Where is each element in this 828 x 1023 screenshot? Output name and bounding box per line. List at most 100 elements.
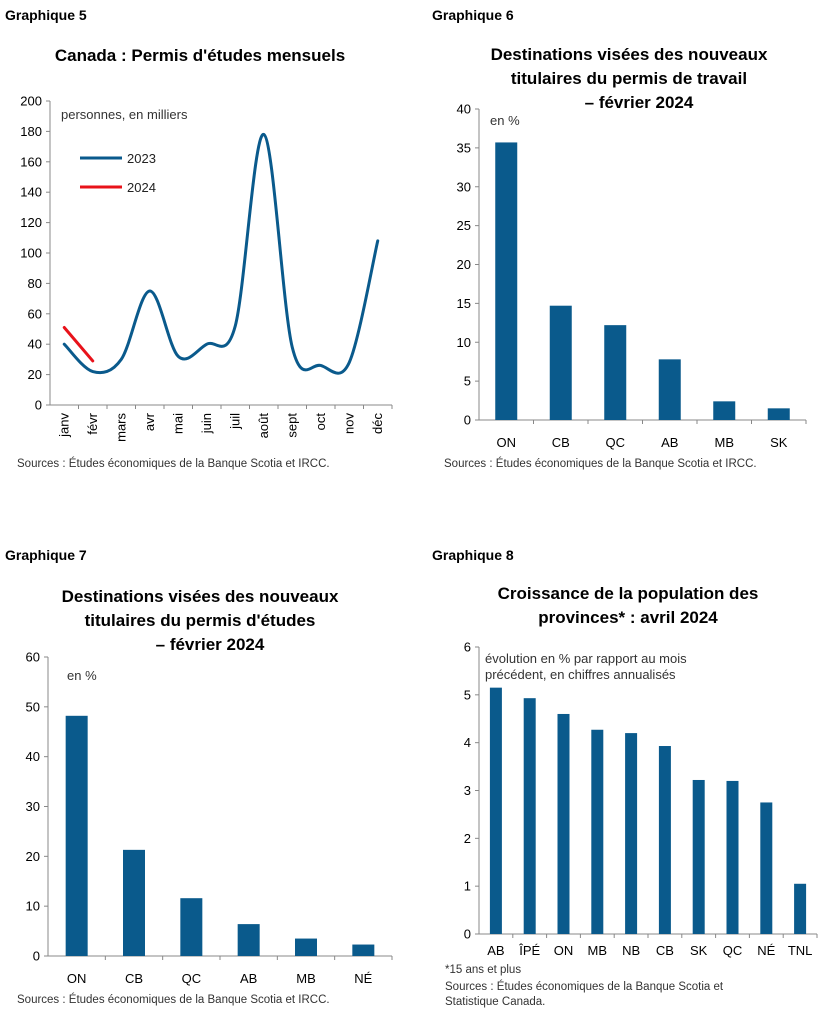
x-tick-label: janv xyxy=(56,413,71,438)
y-tick-label: 0 xyxy=(464,413,471,428)
legend-label: 2024 xyxy=(127,180,156,195)
x-tick-label: MB xyxy=(715,435,735,450)
x-tick-label: ON xyxy=(554,943,574,958)
bar xyxy=(760,802,773,934)
chart-title: Croissance de la population des province… xyxy=(414,582,828,630)
chart-title-line: Destinations visées des nouveaux xyxy=(490,45,768,64)
y-tick-label: 35 xyxy=(457,140,471,155)
x-tick-label: NÉ xyxy=(354,971,372,986)
unit-label: évolution en % par rapport au mois précé… xyxy=(485,651,687,683)
chart-panel-g5: Graphique 5 Canada : Permis d'études men… xyxy=(0,0,414,500)
unit-label-line: précédent, en chiffres annualisés xyxy=(485,667,676,682)
source-note-line: Statistique Canada. xyxy=(445,996,546,1008)
bar-chart: 0 5 10 15 20 25 30 35 40 ON CB QC AB MB SK xyxy=(457,102,807,450)
y-tick-label: 3 xyxy=(464,783,471,798)
series-line-2024 xyxy=(62,325,95,363)
bar xyxy=(658,359,681,420)
chart-title-line: provinces* : avril 2024 xyxy=(538,608,718,627)
chart-panel-g8: Graphique 8 Croissance de la population … xyxy=(414,540,828,1023)
chart-number: Graphique 7 xyxy=(5,547,87,563)
y-tick-label: 50 xyxy=(26,699,40,714)
chart-title-line: – février 2024 xyxy=(155,635,265,654)
series-line-2023 xyxy=(62,132,380,375)
unit-label: en % xyxy=(67,668,97,683)
chart-title-line: – février 2024 xyxy=(584,93,694,112)
bar xyxy=(123,849,145,956)
y-tick-label: 20 xyxy=(28,367,42,382)
chart-title-line: Destinations visées des nouveaux xyxy=(61,587,339,606)
y-tick-label: 100 xyxy=(20,246,42,261)
bar-chart: 0 10 20 30 40 50 60 ON CB QC AB MB NÉ xyxy=(26,650,393,986)
source-note: Sources : Études économiques de la Banqu… xyxy=(17,994,330,1006)
x-tick-label: SK xyxy=(690,943,708,958)
bar xyxy=(726,780,739,934)
y-tick-label: 140 xyxy=(20,185,42,200)
chart-title-line: titulaires du permis de travail xyxy=(510,69,748,88)
x-tick-label: juil xyxy=(227,413,242,430)
x-tick-label: MB xyxy=(588,943,608,958)
x-tick-label: QC xyxy=(182,971,202,986)
unit-label: en % xyxy=(490,113,520,128)
bar xyxy=(557,713,570,934)
source-note: Sources : Études économiques de la Banqu… xyxy=(445,980,723,1010)
y-tick-label: 20 xyxy=(26,849,40,864)
y-tick-label: 15 xyxy=(457,296,471,311)
y-tick-label: 5 xyxy=(464,687,471,702)
y-tick-label: 4 xyxy=(464,735,471,750)
x-tick-label: MB xyxy=(296,971,316,986)
bar xyxy=(295,938,317,956)
legend-label: 2023 xyxy=(127,151,156,166)
y-tick-label: 2 xyxy=(464,831,471,846)
source-note-line: Sources : Études économiques de la Banqu… xyxy=(445,981,724,993)
bar xyxy=(495,142,518,420)
x-tick-label: oct xyxy=(313,413,328,431)
x-tick-label: avr xyxy=(142,412,157,431)
chart-title-line: Croissance de la population des xyxy=(497,584,759,603)
bar xyxy=(65,715,88,956)
bar xyxy=(767,408,790,420)
bar xyxy=(794,883,807,934)
bar xyxy=(658,746,671,934)
footnote: *15 ans et plus xyxy=(445,964,522,976)
y-tick-label: 160 xyxy=(20,154,42,169)
x-tick-label: CB xyxy=(125,971,143,986)
chart-title: Destinations visées des nouveaux titulai… xyxy=(0,585,400,657)
chart-title: Canada : Permis d'études mensuels xyxy=(0,44,400,68)
y-tick-label: 5 xyxy=(464,374,471,389)
x-tick-label: sept xyxy=(284,413,299,438)
y-tick-label: 0 xyxy=(35,398,42,413)
bar xyxy=(604,325,627,420)
y-tick-label: 25 xyxy=(457,218,471,233)
y-tick-label: 30 xyxy=(26,799,40,814)
bar xyxy=(625,733,638,934)
chart-panel-g6: Graphique 6 Destinations visées des nouv… xyxy=(414,0,828,500)
bar xyxy=(549,305,572,420)
chart-number: Graphique 5 xyxy=(5,7,87,23)
y-tick-label: 10 xyxy=(26,899,40,914)
chart-panel-g7: Graphique 7 Destinations visées des nouv… xyxy=(0,540,414,1023)
y-tick-label: 40 xyxy=(457,102,471,117)
bar xyxy=(352,944,375,956)
y-tick-label: 200 xyxy=(20,94,42,109)
y-tick-label: 60 xyxy=(26,650,40,665)
x-tick-label: AB xyxy=(487,943,504,958)
bar xyxy=(523,698,536,934)
x-tick-label: nov xyxy=(341,413,356,434)
y-tick-label: 180 xyxy=(20,124,42,139)
x-tick-label: août xyxy=(256,413,271,439)
x-tick-label: AB xyxy=(240,971,257,986)
x-tick-label: juin xyxy=(199,413,214,434)
x-tick-label: févr xyxy=(85,412,100,434)
y-tick-label: 0 xyxy=(33,949,40,964)
x-tick-label: déc xyxy=(370,413,385,434)
y-tick-label: 6 xyxy=(464,640,471,655)
y-tick-label: 40 xyxy=(26,749,40,764)
chart-title: Destinations visées des nouveaux titulai… xyxy=(414,43,828,115)
source-note: Sources : Études économiques de la Banqu… xyxy=(444,458,757,470)
unit-label-line: évolution en % par rapport au mois xyxy=(485,651,687,666)
bar xyxy=(692,779,705,934)
y-tick-label: 0 xyxy=(464,927,471,942)
x-tick-label: CB xyxy=(656,943,674,958)
x-tick-label: SK xyxy=(770,435,788,450)
